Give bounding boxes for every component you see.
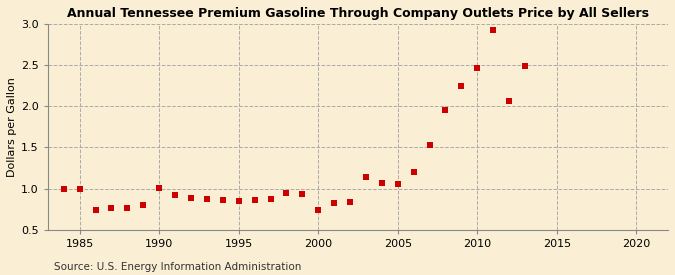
Point	[472, 66, 483, 71]
Point	[360, 175, 371, 179]
Y-axis label: Dollars per Gallon: Dollars per Gallon	[7, 77, 17, 177]
Point	[392, 182, 403, 187]
Point	[297, 192, 308, 197]
Title: Annual Tennessee Premium Gasoline Through Company Outlets Price by All Sellers: Annual Tennessee Premium Gasoline Throug…	[67, 7, 649, 20]
Point	[169, 193, 180, 197]
Point	[59, 186, 70, 191]
Point	[265, 197, 276, 202]
Text: Source: U.S. Energy Information Administration: Source: U.S. Energy Information Administ…	[54, 262, 301, 272]
Point	[217, 198, 228, 202]
Point	[313, 208, 323, 212]
Point	[186, 196, 196, 200]
Point	[154, 186, 165, 190]
Point	[456, 84, 466, 89]
Point	[504, 99, 514, 103]
Point	[281, 191, 292, 195]
Point	[249, 198, 260, 202]
Point	[345, 200, 356, 204]
Point	[90, 208, 101, 212]
Point	[106, 206, 117, 211]
Point	[440, 107, 451, 112]
Point	[408, 170, 419, 174]
Point	[138, 203, 148, 207]
Point	[424, 143, 435, 147]
Point	[122, 205, 133, 210]
Point	[234, 199, 244, 203]
Point	[202, 197, 213, 202]
Point	[329, 200, 340, 205]
Point	[377, 181, 387, 185]
Point	[520, 64, 531, 68]
Point	[74, 186, 85, 191]
Point	[488, 28, 499, 32]
